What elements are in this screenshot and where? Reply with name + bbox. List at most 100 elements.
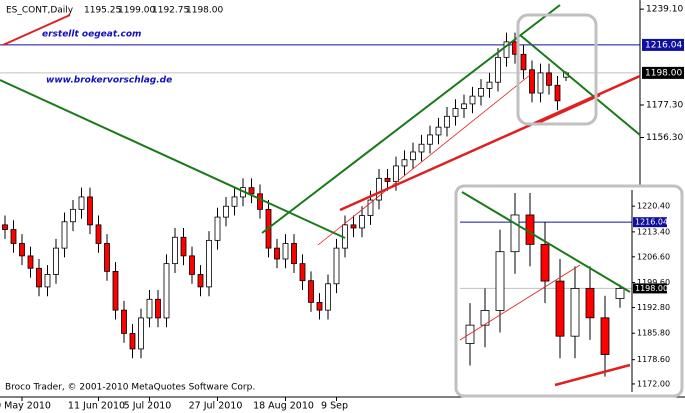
y-tick-label: 1192.80 — [637, 303, 670, 312]
candle-body — [520, 53, 527, 71]
y-tick-label: 1156.30 — [646, 133, 683, 143]
y-tick-label: 1239.10 — [646, 5, 683, 15]
price-tag-label: 1198.00 — [635, 284, 668, 293]
x-tick-label: 18 Aug 2010 — [253, 401, 314, 412]
inset-plot — [460, 192, 632, 377]
x-tick-label: 27 Jul 2010 — [189, 401, 243, 412]
trend-line — [317, 74, 531, 246]
candle-body — [78, 196, 85, 210]
candle-body — [223, 205, 229, 218]
candle-body — [503, 41, 510, 58]
x-tick-label: 9 Sep — [321, 401, 348, 412]
candle-body — [600, 317, 610, 355]
candle-body — [44, 274, 51, 288]
candle-body — [95, 224, 102, 244]
price-tag-label: 1216.04 — [645, 40, 682, 50]
ohlc-value: 1198.00 — [186, 6, 223, 16]
candle-body — [129, 333, 136, 350]
candle-body — [333, 247, 340, 285]
candle-body — [367, 199, 374, 216]
y-tick-label: 1199.60 — [637, 278, 670, 287]
price-tag-label: 1198.00 — [645, 68, 682, 78]
highlight-box — [516, 13, 598, 126]
trend-line — [2, 14, 71, 46]
candle-body — [529, 69, 535, 94]
candle-body — [291, 243, 297, 265]
candle-body — [585, 288, 595, 319]
candle-body — [197, 274, 204, 288]
x-tick-label: 11 Jun 2010 — [68, 401, 125, 412]
candle-body — [325, 283, 331, 311]
trend-line — [539, 93, 601, 124]
price-tag — [642, 66, 684, 79]
candle-body — [189, 255, 195, 275]
ohlc-value: 1195.25 — [84, 6, 121, 16]
main-plot — [0, 32, 640, 359]
candle-body — [435, 126, 442, 136]
candle-body — [299, 263, 306, 282]
candle-body — [537, 72, 544, 94]
candle-body — [410, 151, 416, 161]
y-tick-label: 1206.60 — [637, 252, 670, 261]
candle-body — [53, 247, 59, 275]
candle-body — [510, 214, 520, 253]
candle-body — [61, 221, 68, 249]
annotation: www.brokervorschlag.de — [46, 76, 172, 86]
copyright: Broco Trader, © 2001-2010 MetaQuotes Sof… — [5, 383, 255, 393]
candle-body — [554, 84, 561, 102]
candle-body — [376, 177, 382, 201]
candle-body — [163, 263, 170, 319]
y-tick-label: 1220.40 — [637, 202, 670, 211]
candle-body — [486, 81, 493, 89]
candle-body — [570, 288, 580, 337]
candle-body — [465, 324, 475, 344]
trend-line — [459, 264, 581, 341]
y-tick-label: 1172.00 — [637, 379, 670, 388]
candle-body — [248, 187, 255, 195]
candle-body — [180, 236, 187, 257]
candle-body — [615, 288, 625, 299]
candle-body — [316, 302, 323, 311]
y-tick-label: 1213.40 — [637, 227, 670, 236]
price-tag — [642, 38, 684, 51]
trend-line — [519, 34, 641, 136]
candle-body — [308, 280, 314, 303]
candle-body — [274, 247, 280, 260]
candle-body — [214, 216, 221, 241]
price-tag — [633, 217, 667, 228]
candle-body — [19, 243, 25, 257]
ohlc-value: 1199.00 — [118, 6, 155, 16]
candle-body — [461, 103, 467, 109]
candle-body — [104, 243, 110, 272]
candle-body — [401, 159, 408, 167]
candle-body — [70, 208, 76, 223]
candle-body — [427, 134, 433, 145]
candle-body — [480, 310, 490, 326]
candle-body — [87, 196, 93, 226]
candle-body — [418, 143, 425, 153]
candle-body — [155, 298, 161, 319]
x-tick-label: 5 Jul 2010 — [124, 401, 172, 412]
y-tick-label: 1178.60 — [637, 355, 670, 364]
candle-body — [350, 224, 357, 229]
price-tag — [633, 283, 667, 294]
candle-body — [452, 108, 459, 117]
y-tick-label: 1177.30 — [646, 100, 683, 110]
candle-body — [546, 72, 552, 86]
candle-body — [282, 243, 289, 260]
candle-body — [444, 115, 450, 128]
candle-body — [469, 95, 476, 105]
candle-body — [10, 229, 17, 244]
trend-line — [0, 79, 346, 239]
candle-body — [495, 56, 501, 83]
price-tag-label: 1216.04 — [635, 218, 668, 227]
candle-body — [2, 224, 8, 230]
candle-body — [172, 236, 178, 265]
x-tick-label: 20 May 2010 — [0, 401, 51, 412]
candle-body — [555, 280, 565, 337]
y-tick-label: 1185.80 — [637, 329, 670, 338]
candle-body — [138, 317, 144, 350]
candle-body — [27, 255, 34, 269]
candle-body — [257, 193, 263, 210]
